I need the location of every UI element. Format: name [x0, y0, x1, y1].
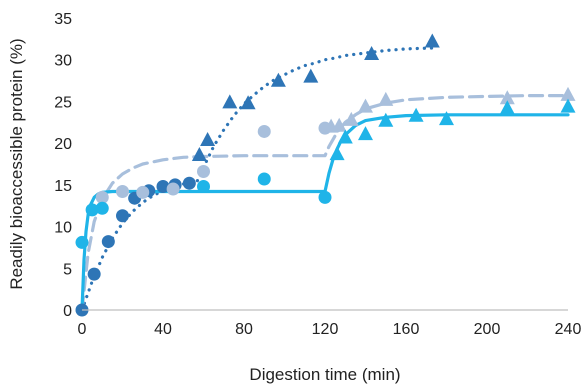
data-point-circle	[75, 235, 89, 249]
data-point-triangle	[358, 126, 373, 141]
y-tick-label: 0	[63, 303, 72, 320]
y-tick-label: 35	[54, 11, 72, 28]
data-point-circle	[197, 180, 210, 194]
data-point-triangle	[439, 111, 454, 126]
y-tick-label: 20	[54, 136, 72, 153]
data-point-triangle	[240, 95, 256, 110]
data-point-triangle	[424, 33, 440, 48]
x-axis-title: Digestion time (min)	[249, 365, 400, 384]
data-point-circle	[101, 235, 115, 249]
data-point-triangle	[343, 111, 359, 126]
data-point-circle	[95, 201, 109, 215]
y-tick-labels: 0 5 10 15 20 25 30 35	[54, 11, 72, 320]
data-point-triangle	[358, 98, 373, 113]
x-tick-label: 240	[555, 321, 582, 338]
data-point-triangle	[378, 112, 394, 127]
data-point-circle	[116, 209, 129, 223]
data-point-triangle	[329, 146, 345, 161]
x-tick-label: 120	[312, 321, 339, 338]
data-point-circle	[85, 203, 99, 217]
data-point-triangle	[191, 147, 207, 161]
data-point-triangle	[200, 132, 216, 146]
data-point-circle	[182, 176, 196, 190]
data-point-triangle	[499, 90, 515, 105]
fit-curve-solid	[80, 113, 570, 312]
y-tick-label: 10	[54, 220, 72, 237]
data-markers	[75, 33, 576, 317]
data-point-triangle	[337, 129, 353, 144]
data-point-triangle	[560, 98, 576, 113]
data-point-triangle	[270, 72, 286, 87]
fit-curve-dotted	[80, 46, 434, 312]
x-tick-label: 40	[154, 321, 172, 338]
data-point-circle	[257, 172, 271, 186]
data-point-circle	[257, 124, 271, 138]
data-point-triangle	[222, 94, 238, 109]
y-tick-label: 5	[63, 261, 72, 278]
x-tick-label: 160	[393, 321, 420, 338]
data-point-circle	[197, 165, 210, 179]
data-point-circle	[136, 185, 150, 199]
data-point-triangle	[408, 107, 424, 122]
y-tick-label: 25	[54, 94, 72, 111]
y-tick-label: 30	[54, 53, 72, 70]
x-tick-label: 200	[474, 321, 501, 338]
data-point-circle	[156, 180, 170, 194]
data-point-circle	[95, 190, 109, 204]
data-point-triangle	[499, 100, 515, 115]
x-tick-label: 80	[235, 321, 253, 338]
data-point-circle	[318, 190, 332, 204]
data-point-triangle	[364, 46, 380, 60]
y-tick-label: 15	[54, 178, 72, 195]
data-point-triangle	[378, 91, 394, 106]
data-point-circle	[166, 182, 180, 196]
data-point-triangle	[331, 117, 347, 132]
fit-curve-dashed	[80, 94, 570, 312]
fit-curves	[80, 46, 570, 312]
x-tick-label: 0	[78, 321, 87, 338]
y-axis-title: Readily bioaccessible protein (%)	[7, 38, 26, 289]
x-tick-labels: 0 40 80 120 160 200 240	[78, 321, 582, 338]
data-point-triangle	[303, 68, 319, 83]
data-point-triangle	[560, 86, 576, 101]
data-point-circle	[116, 185, 129, 199]
data-point-circle	[87, 267, 101, 281]
